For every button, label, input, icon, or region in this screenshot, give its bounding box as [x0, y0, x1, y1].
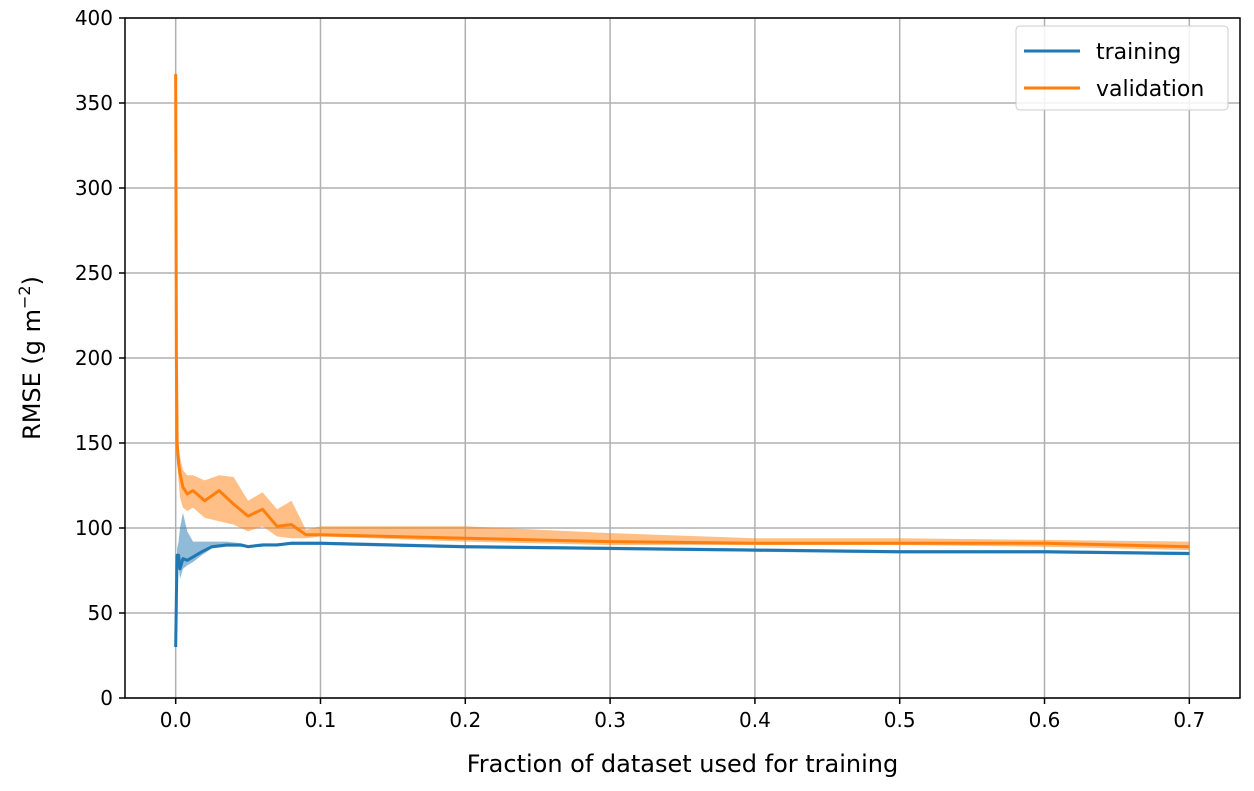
- legend-label-validation: validation: [1096, 77, 1204, 102]
- x-tick-label: 0.3: [594, 708, 626, 732]
- y-tick-label: 300: [75, 176, 113, 200]
- x-tick-label: 0.7: [1173, 708, 1205, 732]
- legend: training validation: [1015, 25, 1229, 111]
- y-tick-label: 350: [75, 91, 113, 115]
- series-lines: [174, 74, 1190, 648]
- band-validation: [175, 74, 1190, 551]
- y-tick-label: 250: [75, 261, 113, 285]
- line-validation: [174, 74, 1190, 549]
- x-tick-label: 0.2: [449, 708, 481, 732]
- y-tick-label: 200: [75, 346, 113, 370]
- x-tick-label: 0.6: [1029, 708, 1061, 732]
- y-axis-label-close: ): [18, 276, 46, 285]
- y-tick-label: 100: [75, 516, 113, 540]
- y-tick-label: 50: [88, 601, 113, 625]
- x-tick-label: 0.0: [160, 708, 192, 732]
- grid-layer: [125, 17, 1240, 699]
- y-tick-label: 400: [75, 6, 113, 30]
- legend-label-training: training: [1096, 40, 1181, 65]
- y-tick-label: 0: [100, 686, 113, 710]
- y-tick-label: 150: [75, 431, 113, 455]
- x-tick-label: 0.4: [739, 708, 771, 732]
- line-training: [174, 541, 1190, 648]
- y-axis-label-superscript: −2: [15, 285, 34, 309]
- y-axis-label: RMSE (g m−2): [15, 276, 46, 440]
- confidence-bands: [175, 74, 1190, 647]
- axis-ticks: 0.0 0.1 0.2 0.3 0.4 0.5 0.6 0.7 0 50 100 150 200 250 3…: [75, 6, 1205, 732]
- x-tick-label: 0.5: [884, 708, 916, 732]
- x-tick-label: 0.1: [305, 708, 337, 732]
- x-axis-label: Fraction of dataset used for training: [467, 750, 899, 778]
- y-axis-label-main: RMSE (g m: [18, 309, 46, 440]
